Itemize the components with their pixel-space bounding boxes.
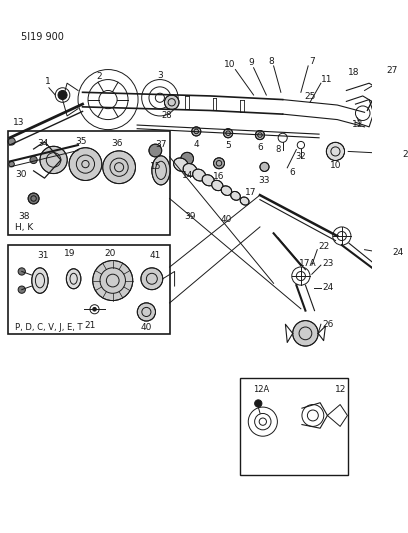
Circle shape <box>93 261 133 301</box>
Text: 17: 17 <box>245 188 257 197</box>
Text: 40: 40 <box>141 322 152 332</box>
Circle shape <box>28 193 39 204</box>
Bar <box>240 378 348 475</box>
Text: 24: 24 <box>323 284 334 293</box>
Text: 15: 15 <box>150 163 161 172</box>
Circle shape <box>255 400 262 407</box>
Ellipse shape <box>212 180 223 191</box>
Text: 25: 25 <box>304 92 316 101</box>
Circle shape <box>9 161 14 167</box>
Circle shape <box>103 151 135 183</box>
Text: 29: 29 <box>403 150 408 159</box>
Text: 6: 6 <box>257 143 263 152</box>
Text: 12A: 12A <box>253 385 269 394</box>
Text: H, K: H, K <box>16 223 33 232</box>
Text: 12: 12 <box>335 385 346 394</box>
Text: 37: 37 <box>155 140 167 149</box>
Text: 40: 40 <box>221 215 232 224</box>
Text: 13: 13 <box>13 118 24 127</box>
Text: 5I19 900: 5I19 900 <box>21 33 64 42</box>
Circle shape <box>224 128 233 138</box>
Circle shape <box>69 148 102 181</box>
Circle shape <box>164 95 179 110</box>
Circle shape <box>40 146 67 174</box>
Circle shape <box>293 321 318 346</box>
Text: 3: 3 <box>157 71 163 80</box>
Circle shape <box>58 91 67 100</box>
Text: 8: 8 <box>275 145 281 154</box>
Ellipse shape <box>202 175 214 186</box>
Text: 30: 30 <box>15 169 27 179</box>
Ellipse shape <box>183 164 197 176</box>
Text: 24: 24 <box>392 248 404 257</box>
Text: 41: 41 <box>150 251 161 260</box>
Text: 26: 26 <box>322 320 334 329</box>
Text: 36: 36 <box>111 139 123 148</box>
Circle shape <box>18 268 25 275</box>
Circle shape <box>137 303 155 321</box>
Ellipse shape <box>231 191 240 200</box>
Text: P, D, C, V, J, E, T: P, D, C, V, J, E, T <box>16 322 83 332</box>
Circle shape <box>213 158 224 169</box>
Circle shape <box>18 286 25 293</box>
Circle shape <box>30 156 37 164</box>
Circle shape <box>8 138 15 145</box>
Circle shape <box>260 163 269 172</box>
Ellipse shape <box>221 186 232 196</box>
Text: 34: 34 <box>37 139 49 148</box>
Text: 4: 4 <box>193 140 199 149</box>
Text: 27: 27 <box>386 66 397 75</box>
Text: 6: 6 <box>289 168 295 177</box>
Circle shape <box>181 152 193 165</box>
Text: 14: 14 <box>182 171 193 180</box>
Text: 33: 33 <box>259 176 270 185</box>
Text: 2: 2 <box>96 72 102 82</box>
Ellipse shape <box>32 268 48 293</box>
Text: 31: 31 <box>37 251 49 260</box>
Circle shape <box>192 127 201 136</box>
Text: 16: 16 <box>213 172 225 181</box>
Text: 12: 12 <box>352 119 363 128</box>
Bar <box>8 131 170 235</box>
Text: 20: 20 <box>104 249 116 258</box>
Ellipse shape <box>240 197 249 205</box>
Circle shape <box>326 142 344 160</box>
Text: 7: 7 <box>309 57 315 66</box>
Text: 22: 22 <box>318 243 329 252</box>
Text: 18: 18 <box>348 68 359 77</box>
Text: 19: 19 <box>64 249 76 258</box>
Text: 35: 35 <box>75 136 86 146</box>
Circle shape <box>255 131 264 140</box>
Text: 10: 10 <box>330 161 341 171</box>
Text: 10: 10 <box>224 60 236 69</box>
Ellipse shape <box>152 156 170 185</box>
Text: 17A: 17A <box>299 259 317 268</box>
Text: 32: 32 <box>295 152 306 161</box>
Text: 39: 39 <box>184 212 196 221</box>
Ellipse shape <box>174 158 188 172</box>
Text: 9: 9 <box>248 58 254 67</box>
Circle shape <box>93 308 96 311</box>
Text: 11: 11 <box>321 75 332 84</box>
Circle shape <box>149 144 162 157</box>
Ellipse shape <box>193 169 206 181</box>
Circle shape <box>141 268 163 289</box>
Text: 38: 38 <box>19 212 30 221</box>
Ellipse shape <box>67 269 81 289</box>
Text: 23: 23 <box>322 259 334 268</box>
Text: 1: 1 <box>45 77 51 86</box>
Text: 5: 5 <box>225 141 231 150</box>
Text: 8: 8 <box>268 57 274 66</box>
Text: 28: 28 <box>162 111 173 120</box>
Text: 21: 21 <box>84 321 95 330</box>
Bar <box>8 245 170 334</box>
